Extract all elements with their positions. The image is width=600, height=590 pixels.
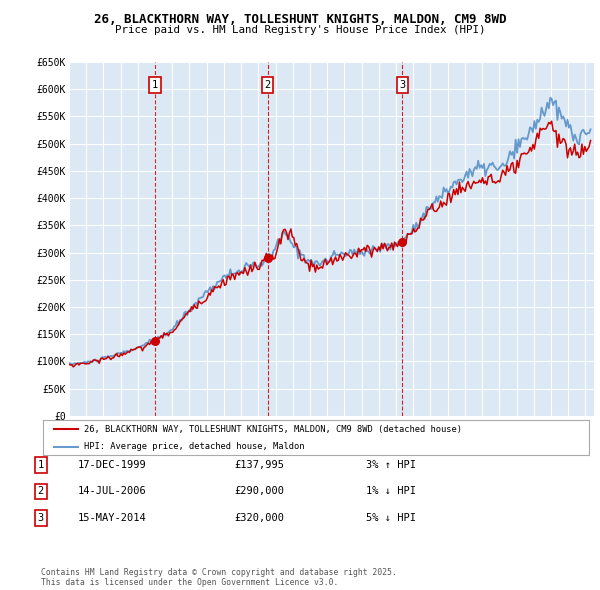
Text: 1% ↓ HPI: 1% ↓ HPI xyxy=(366,487,416,496)
Text: £290,000: £290,000 xyxy=(234,487,284,496)
Text: 2: 2 xyxy=(38,487,44,496)
Text: 1: 1 xyxy=(38,460,44,470)
Text: 3: 3 xyxy=(399,80,406,90)
Text: £320,000: £320,000 xyxy=(234,513,284,523)
Text: 5% ↓ HPI: 5% ↓ HPI xyxy=(366,513,416,523)
Text: HPI: Average price, detached house, Maldon: HPI: Average price, detached house, Mald… xyxy=(84,442,305,451)
Text: 1: 1 xyxy=(152,80,158,90)
Text: 14-JUL-2006: 14-JUL-2006 xyxy=(78,487,147,496)
Text: 2: 2 xyxy=(265,80,271,90)
Text: 3: 3 xyxy=(38,513,44,523)
Text: 15-MAY-2014: 15-MAY-2014 xyxy=(78,513,147,523)
Text: 17-DEC-1999: 17-DEC-1999 xyxy=(78,460,147,470)
Text: 26, BLACKTHORN WAY, TOLLESHUNT KNIGHTS, MALDON, CM9 8WD (detached house): 26, BLACKTHORN WAY, TOLLESHUNT KNIGHTS, … xyxy=(84,425,462,434)
Text: Contains HM Land Registry data © Crown copyright and database right 2025.
This d: Contains HM Land Registry data © Crown c… xyxy=(41,568,397,587)
Text: Price paid vs. HM Land Registry's House Price Index (HPI): Price paid vs. HM Land Registry's House … xyxy=(115,25,485,35)
Text: £137,995: £137,995 xyxy=(234,460,284,470)
Text: 26, BLACKTHORN WAY, TOLLESHUNT KNIGHTS, MALDON, CM9 8WD: 26, BLACKTHORN WAY, TOLLESHUNT KNIGHTS, … xyxy=(94,13,506,26)
Text: 3% ↑ HPI: 3% ↑ HPI xyxy=(366,460,416,470)
